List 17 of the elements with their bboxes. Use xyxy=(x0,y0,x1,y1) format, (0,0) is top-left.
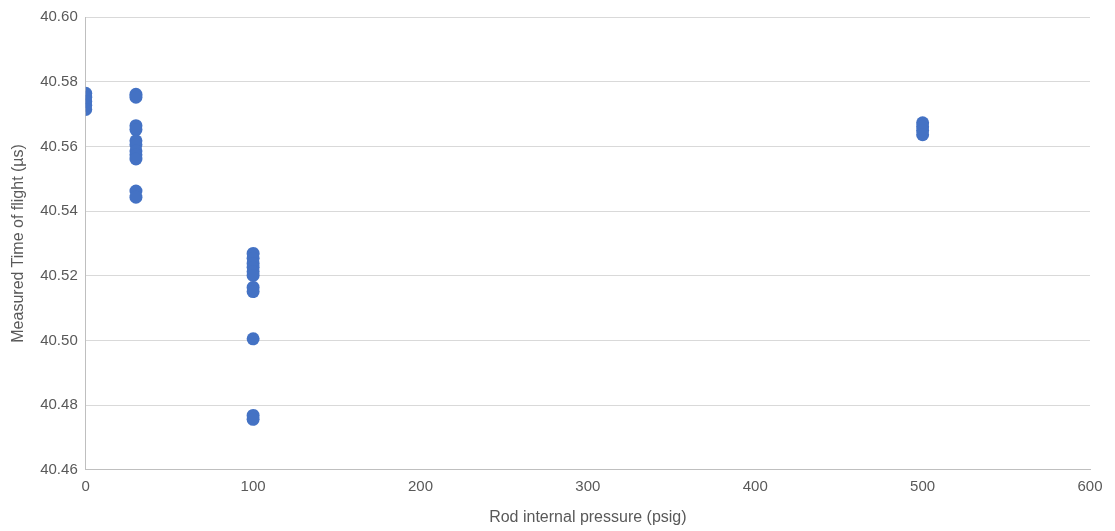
x-axis-title: Rod internal pressure (psig) xyxy=(489,507,687,525)
y-tick-label: 40.60 xyxy=(40,7,78,25)
y-axis-title: Measured Time of flight (µs) xyxy=(9,144,27,343)
x-tick-label: 400 xyxy=(742,476,768,494)
y-tick-label: 40.52 xyxy=(40,265,78,283)
y-tick-label: 40.58 xyxy=(40,71,78,89)
y-tick-label: 40.56 xyxy=(40,136,78,154)
x-tick-label: 300 xyxy=(575,476,601,494)
x-tick-label: 600 xyxy=(1077,476,1103,494)
x-tick-label: 500 xyxy=(910,476,936,494)
y-tick-label: 40.46 xyxy=(40,459,78,477)
y-tick-label: 40.54 xyxy=(40,201,78,219)
x-tick-label: 200 xyxy=(407,476,434,494)
x-tick-label: 100 xyxy=(240,476,266,494)
y-tick-label: 40.48 xyxy=(40,395,78,413)
y-tick-label: 40.50 xyxy=(40,330,78,348)
x-tick-label: 0 xyxy=(81,476,90,494)
